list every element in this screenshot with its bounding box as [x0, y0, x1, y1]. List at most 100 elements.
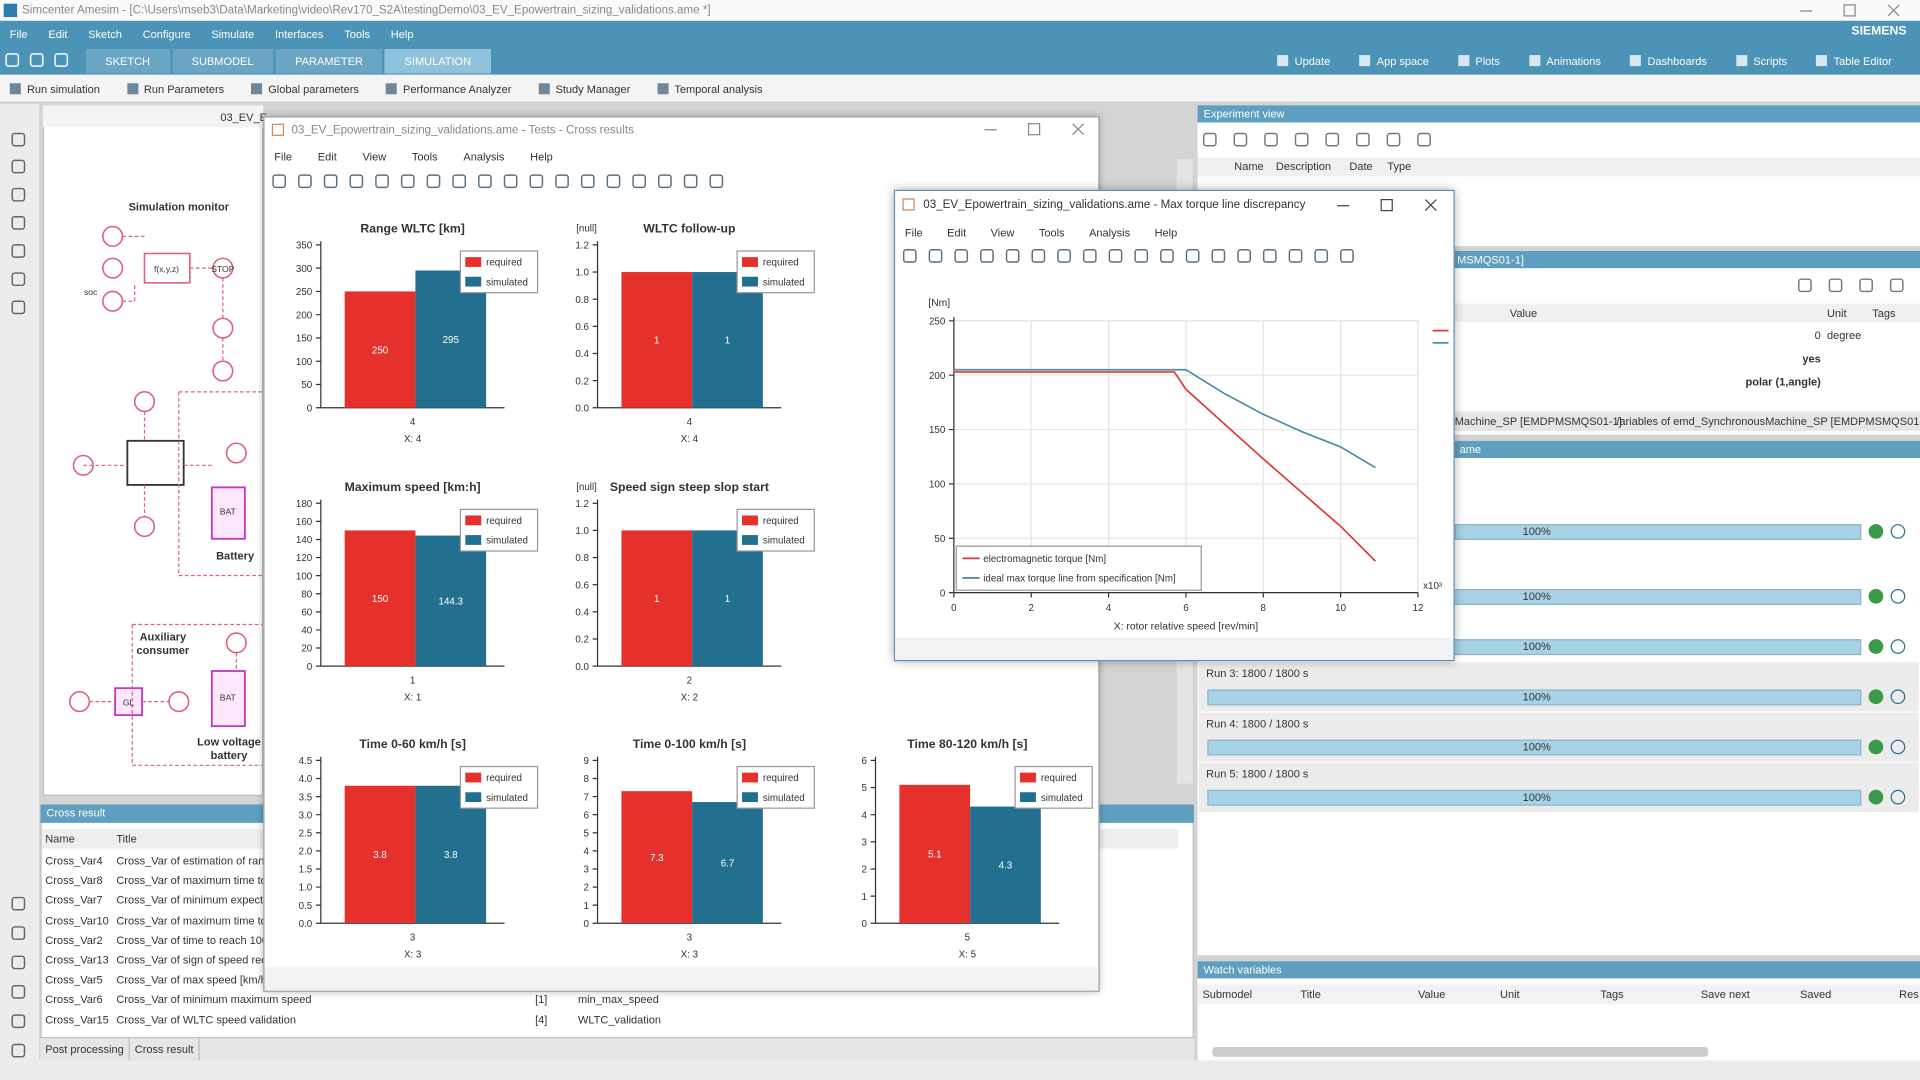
- menu-item[interactable]: Configure: [142, 27, 191, 40]
- y-tick-label: 5: [584, 828, 590, 839]
- toolbar-icon: [11, 984, 26, 999]
- sim-tool[interactable]: Study Manager: [538, 82, 631, 95]
- post-tool: [11, 1014, 26, 1029]
- chart-title: Time 0-60 km/h [s]: [359, 737, 466, 751]
- sketch-header: [42, 105, 264, 128]
- menu-item[interactable]: Tools: [344, 27, 370, 40]
- bar: [621, 530, 693, 667]
- panel-tab[interactable]: Cross result: [130, 1038, 200, 1061]
- table-cell: WLTC_validation: [577, 1013, 662, 1026]
- menu-item[interactable]: Edit: [947, 226, 967, 239]
- parameter-tab[interactable]: Machine_SP [EMDPMSMQS01-1]: [1454, 415, 1622, 428]
- run-action[interactable]: [1890, 524, 1906, 539]
- toolbar-icon: [11, 216, 26, 230]
- menu-item[interactable]: Tools: [1038, 226, 1065, 239]
- menu-item[interactable]: Simulate: [211, 27, 255, 40]
- y-tick-label: 7: [584, 792, 589, 803]
- table-cell: Cross_Var2: [45, 934, 103, 947]
- x-tick-label: 4: [1106, 603, 1112, 614]
- sim-tool[interactable]: Temporal analysis: [657, 82, 763, 95]
- ribbon-tool[interactable]: Scripts: [1736, 54, 1788, 67]
- bar-value-label: 7.3: [650, 853, 664, 864]
- legend-swatch: [465, 257, 482, 267]
- toolbar-icon: [11, 159, 26, 174]
- panel-tab[interactable]: Post processing: [40, 1038, 130, 1061]
- sketch-tool: [11, 216, 26, 230]
- y-tick-label: 100: [929, 480, 946, 491]
- post-tool: [11, 955, 26, 970]
- progress-text: 100%: [1522, 740, 1551, 754]
- ribbon-tab[interactable]: SIMULATION: [384, 48, 491, 73]
- x-tick-label: 4: [410, 417, 416, 428]
- ribbon-tab[interactable]: SUBMODEL: [172, 48, 274, 73]
- menu-item[interactable]: Edit: [48, 27, 68, 40]
- ribbon-tool[interactable]: Dashboards: [1630, 54, 1707, 67]
- y-tick-label: 1.5: [299, 865, 313, 876]
- run-action[interactable]: [1890, 639, 1906, 654]
- bar-value-label: 1: [725, 336, 730, 347]
- menu-item[interactable]: Tools: [411, 150, 438, 163]
- y-tick-label: 0.6: [575, 580, 589, 591]
- y-tick-label: 100: [296, 357, 313, 368]
- run-action[interactable]: [1890, 588, 1906, 604]
- sim-tool[interactable]: Run Parameters: [126, 82, 225, 95]
- bar-value-label: 1: [654, 336, 659, 347]
- x-axis-label: X: 3: [681, 950, 699, 961]
- y-tick-label: 2: [584, 883, 589, 894]
- run-action[interactable]: [1890, 739, 1906, 755]
- bar-value-label: 144.3: [439, 597, 464, 608]
- window-status: [264, 967, 1099, 991]
- sketch-label: Low voltage battery: [197, 735, 261, 762]
- x-tick-label: 2: [687, 675, 692, 686]
- y-tick-label: 20: [301, 644, 312, 655]
- menu-item[interactable]: Help: [390, 27, 414, 40]
- menu-item[interactable]: Interfaces: [275, 27, 324, 40]
- component-port: [225, 632, 247, 654]
- simulation-tools: Run simulation Run Parameters Global param…: [9, 75, 763, 103]
- ribbon-tool[interactable]: App space: [1359, 54, 1429, 67]
- menu-item[interactable]: Analysis: [463, 150, 505, 163]
- run-status-icon: [1868, 739, 1884, 755]
- toolbar-icon: [400, 174, 415, 189]
- x-tick-label: 12: [1413, 603, 1424, 614]
- ribbon-tool[interactable]: Animations: [1529, 54, 1601, 67]
- ribbon-tab[interactable]: SKETCH: [85, 48, 170, 73]
- menu-item[interactable]: View: [990, 226, 1015, 239]
- component-port: [133, 515, 156, 538]
- toolbar-icon: [478, 174, 492, 189]
- sim-tool[interactable]: Global parameters: [251, 82, 359, 95]
- menu-item[interactable]: Help: [530, 150, 553, 163]
- run-action[interactable]: [1890, 689, 1906, 705]
- y-tick-label: 0.8: [575, 295, 589, 306]
- menu-item[interactable]: File: [904, 226, 923, 239]
- menu-item[interactable]: Edit: [317, 150, 337, 163]
- column-header: Title: [1300, 988, 1321, 1001]
- panel-header: [1197, 105, 1920, 123]
- menu-item[interactable]: File: [9, 27, 28, 40]
- legend-swatch: [742, 535, 758, 545]
- progress-text: 100%: [1522, 690, 1551, 703]
- toolbar-icon: [1889, 278, 1904, 293]
- sim-tool[interactable]: Run simulation: [9, 82, 100, 95]
- x-axis-label: X: 2: [681, 692, 698, 703]
- menu-item[interactable]: File: [274, 150, 293, 163]
- legend-swatch: [742, 792, 758, 803]
- menu-item[interactable]: Help: [1154, 226, 1178, 239]
- panel-title: MSMQS01-1]: [1457, 253, 1524, 266]
- ribbon-tools: Update App space Plots Animations Dashboards…: [1261, 47, 1892, 75]
- menu-item[interactable]: Analysis: [1089, 226, 1131, 239]
- menu-item[interactable]: View: [362, 150, 387, 163]
- legend-label: simulated: [763, 277, 805, 288]
- ribbon-tab[interactable]: PARAMETER: [275, 48, 383, 73]
- ribbon-tool[interactable]: Plots: [1458, 54, 1500, 67]
- ribbon-tool[interactable]: Table Editor: [1816, 54, 1892, 67]
- y-tick-label: 0: [584, 919, 590, 930]
- parameter-tab[interactable]: /ariables of emd_SynchronousMachine_SP […: [1616, 415, 1920, 428]
- toolbar-icon: [11, 926, 26, 940]
- menu-item[interactable]: Sketch: [88, 27, 122, 40]
- sim-tool[interactable]: Performance Analyzer: [385, 82, 512, 95]
- ribbon-tool[interactable]: Update: [1277, 54, 1331, 67]
- component-port: [225, 442, 247, 464]
- run-action[interactable]: [1890, 789, 1906, 805]
- toolbar-icon: [1798, 278, 1812, 293]
